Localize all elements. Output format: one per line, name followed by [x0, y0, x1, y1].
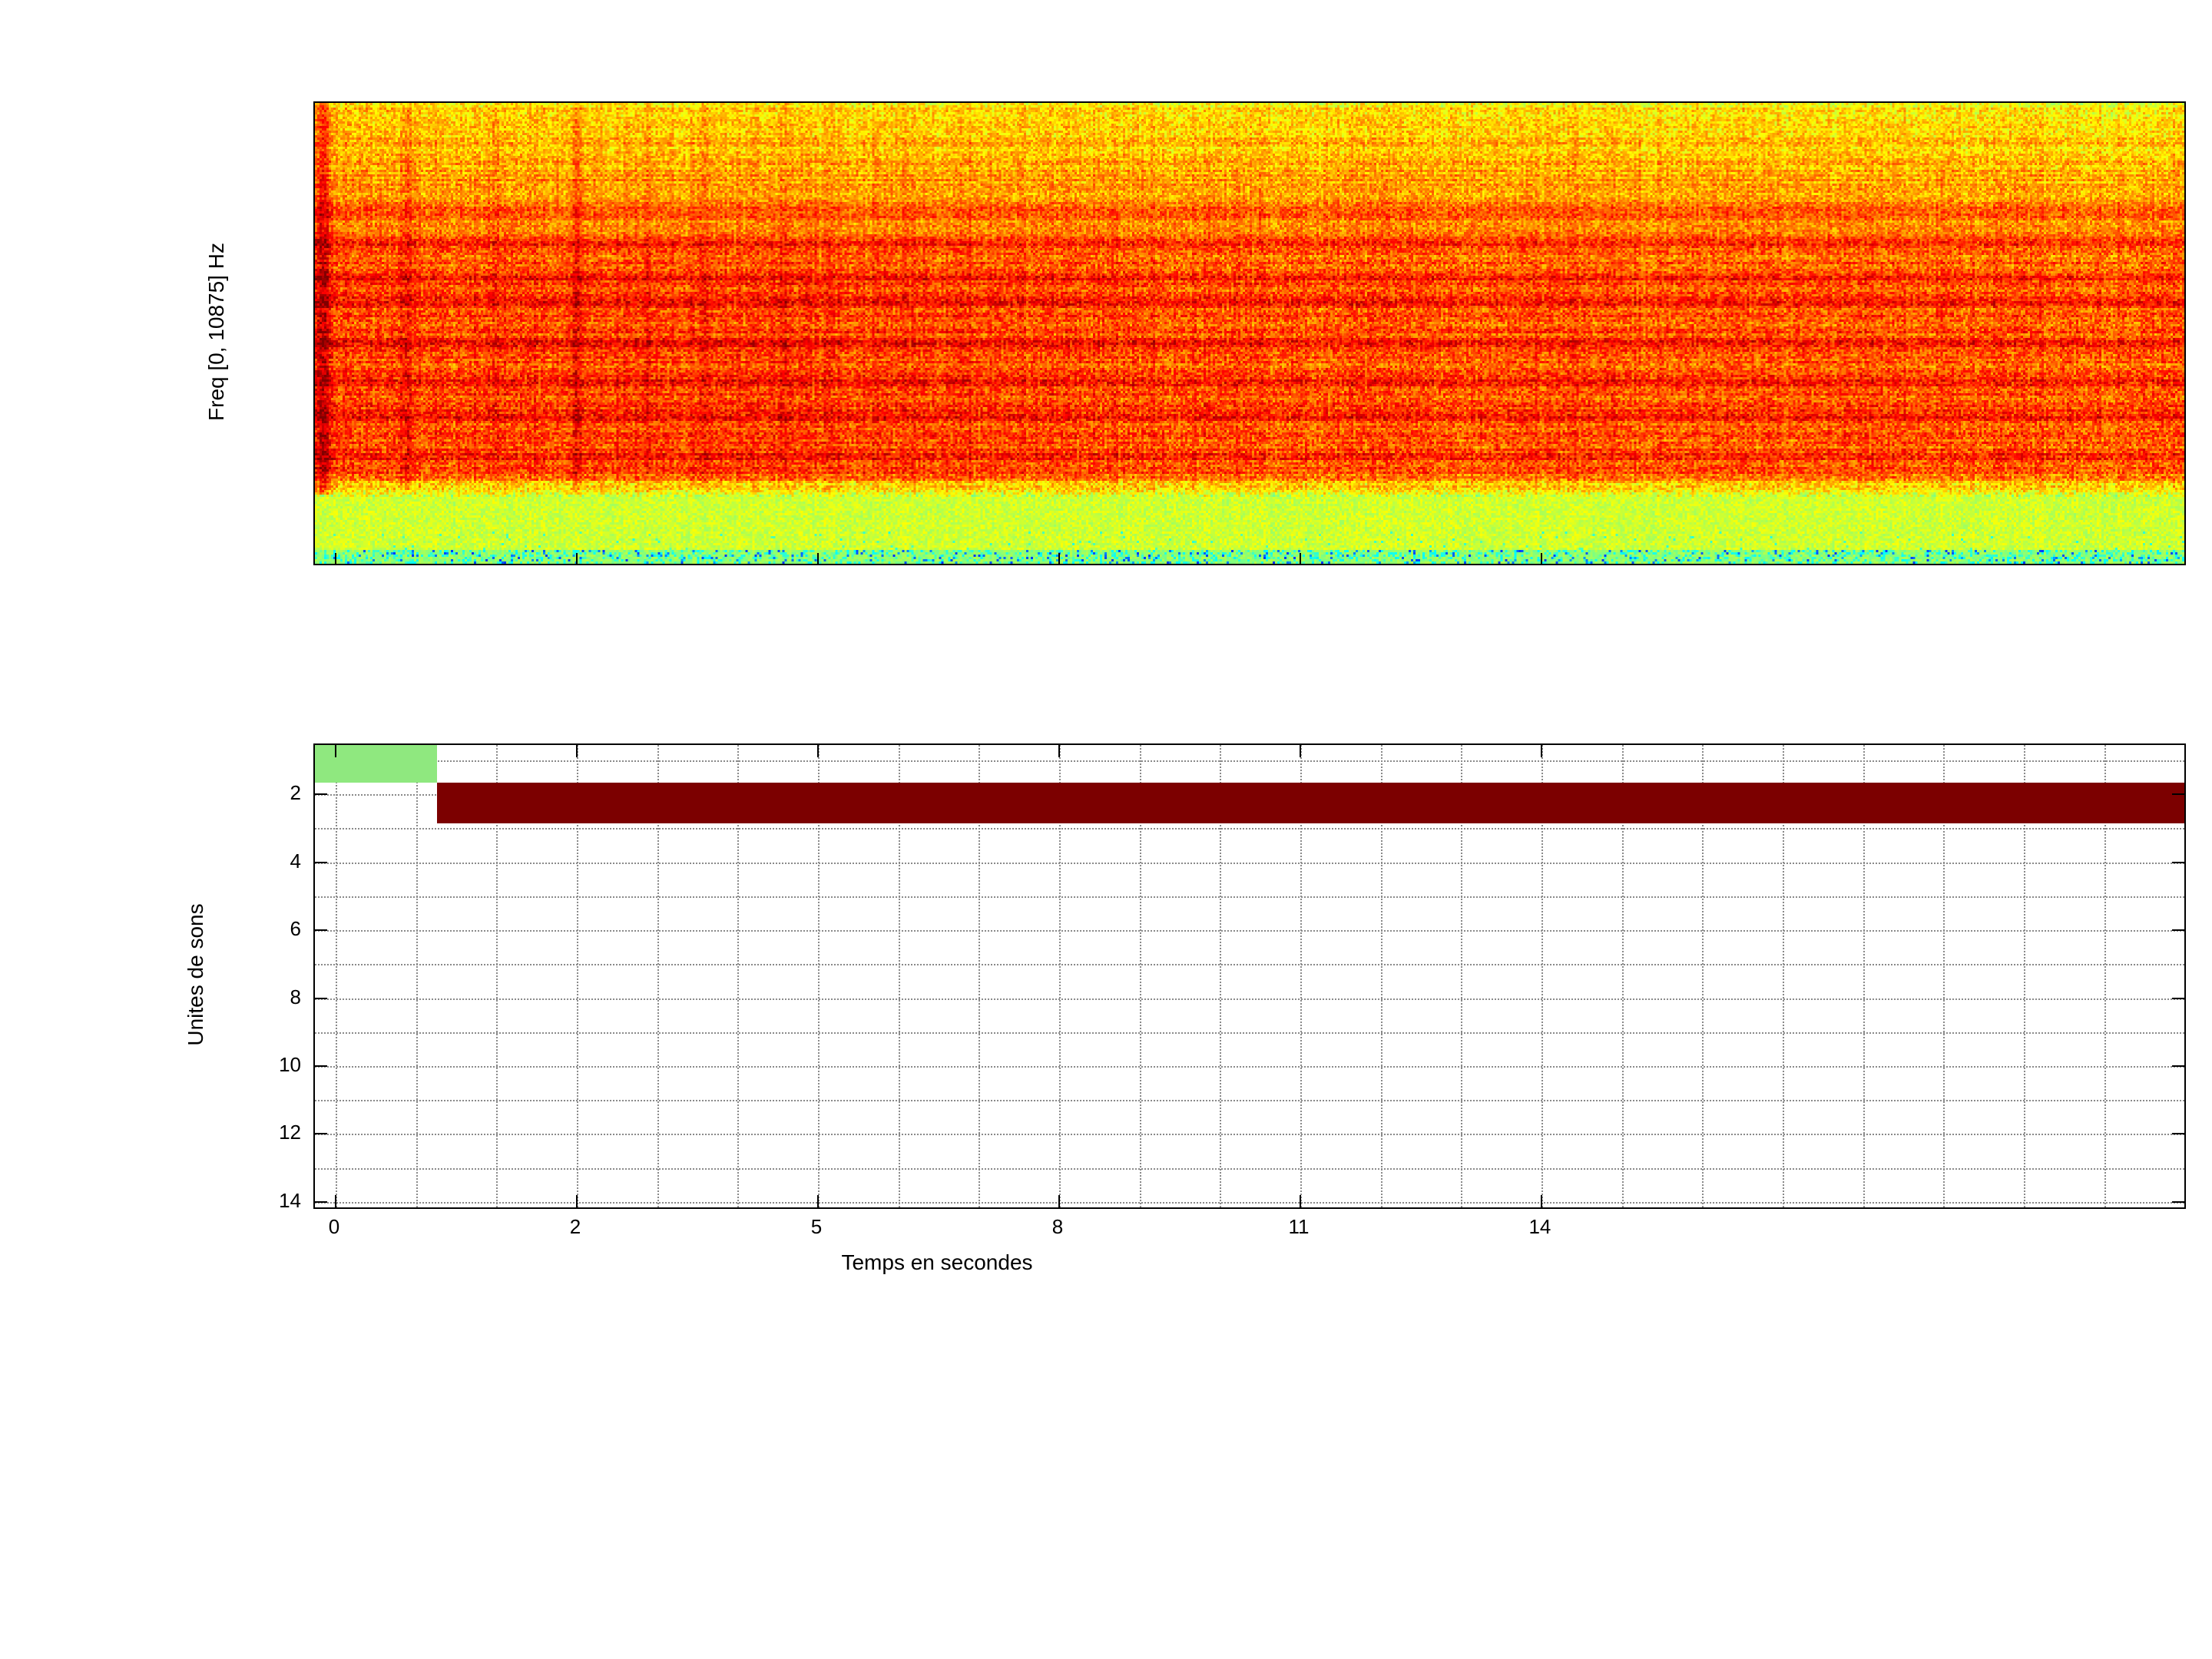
x-tick-label: 5	[810, 1215, 823, 1238]
y-tick-label: 6	[290, 917, 301, 941]
tick-mark	[315, 793, 327, 796]
tick-mark	[816, 1195, 819, 1207]
grid-line-vertical	[657, 745, 659, 1207]
tick-mark	[335, 553, 337, 564]
grid-line-horizontal	[315, 1201, 2184, 1204]
y-tick-label: 4	[290, 849, 301, 873]
grid-line-vertical	[577, 745, 578, 1207]
grid-line-horizontal	[315, 862, 2184, 864]
grid-line-vertical	[2023, 745, 2025, 1207]
grid-line-vertical	[1621, 745, 1624, 1207]
tick-mark	[315, 861, 327, 863]
grid-line-vertical	[1139, 745, 1141, 1207]
timeline-ylabel: Unites de sons	[184, 903, 207, 1046]
grid-line-vertical	[496, 745, 498, 1207]
grid-line-vertical	[2104, 745, 2106, 1207]
grid-line-vertical	[1782, 745, 1784, 1207]
tick-mark	[1299, 1195, 1301, 1207]
grid-line-horizontal	[315, 1134, 2184, 1136]
tick-mark	[1058, 745, 1060, 757]
tick-mark	[315, 1133, 327, 1135]
grid-line-vertical	[1702, 745, 1704, 1207]
grid-line-horizontal	[315, 930, 2184, 932]
grid-line-vertical	[737, 745, 740, 1207]
y-tick-label: 14	[279, 1188, 301, 1212]
tick-mark	[1058, 1195, 1060, 1207]
tick-mark	[1299, 745, 1301, 757]
x-tick-label: 8	[1051, 1215, 1064, 1238]
grid-line-vertical	[336, 745, 338, 1207]
grid-line-horizontal	[315, 1031, 2184, 1034]
tick-mark	[315, 997, 327, 999]
grid-line-vertical	[1863, 745, 1865, 1207]
tick-mark	[315, 1200, 327, 1203]
timeline-xlabel: Temps en secondes	[841, 1250, 1033, 1274]
grid-line-horizontal	[315, 1167, 2184, 1170]
y-tick-label: 12	[279, 1121, 301, 1144]
spectrogram-image	[315, 103, 2184, 564]
grid-line-vertical	[1461, 745, 1463, 1207]
grid-line-horizontal	[315, 1100, 2184, 1102]
tick-mark	[2172, 1065, 2184, 1067]
tick-mark	[2172, 1133, 2184, 1135]
spectrogram-axes	[313, 101, 2186, 565]
grid-line-horizontal	[315, 896, 2184, 898]
grid-line-horizontal	[315, 760, 2184, 762]
tick-mark	[1540, 745, 1542, 757]
grid-line-vertical	[979, 745, 981, 1207]
grid-line-horizontal	[315, 828, 2184, 830]
x-tick-label: 2	[569, 1215, 581, 1238]
timeline-axes	[313, 743, 2186, 1209]
x-tick-label: 11	[1288, 1215, 1310, 1238]
tick-mark	[1299, 553, 1301, 564]
tick-mark	[576, 745, 578, 757]
grid-line-vertical	[1300, 745, 1302, 1207]
tick-mark	[2172, 1200, 2184, 1203]
grid-line-vertical	[416, 745, 418, 1207]
tick-mark	[2172, 997, 2184, 999]
tick-mark	[816, 553, 819, 564]
grid-line-vertical	[817, 745, 820, 1207]
timeline-tick-marks	[315, 745, 2184, 1207]
tick-mark	[315, 929, 327, 932]
y-tick-label: 8	[290, 985, 301, 1008]
grid-line-vertical	[1380, 745, 1382, 1207]
x-tick-label: 0	[328, 1215, 340, 1238]
grid-line-vertical	[1541, 745, 1543, 1207]
grid-line-horizontal	[315, 1065, 2184, 1068]
tick-mark	[816, 745, 819, 757]
y-tick-label: 10	[279, 1052, 301, 1076]
tick-mark	[576, 553, 578, 564]
y-tick-label: 2	[290, 781, 301, 805]
tick-mark	[2172, 929, 2184, 932]
grid-line-horizontal	[315, 998, 2184, 1000]
tick-mark	[1540, 553, 1542, 564]
grid-line-vertical	[1943, 745, 1945, 1207]
tick-mark	[335, 745, 337, 757]
grid-line-vertical	[1058, 745, 1061, 1207]
x-tick-label: 14	[1528, 1215, 1551, 1238]
grid-line-vertical	[898, 745, 900, 1207]
grid-line-vertical	[1220, 745, 1222, 1207]
tick-mark	[576, 1195, 578, 1207]
tick-mark	[1058, 553, 1060, 564]
tick-mark	[315, 1065, 327, 1067]
tick-mark	[2172, 861, 2184, 863]
timeline-segment	[436, 783, 2184, 823]
timeline-segments	[315, 745, 2184, 1207]
grid-line-horizontal	[315, 964, 2184, 966]
spectrogram-ylabel: Freq [0, 10875] Hz	[204, 243, 228, 421]
tick-mark	[2172, 793, 2184, 796]
tick-mark	[335, 1195, 337, 1207]
tick-mark	[1540, 1195, 1542, 1207]
